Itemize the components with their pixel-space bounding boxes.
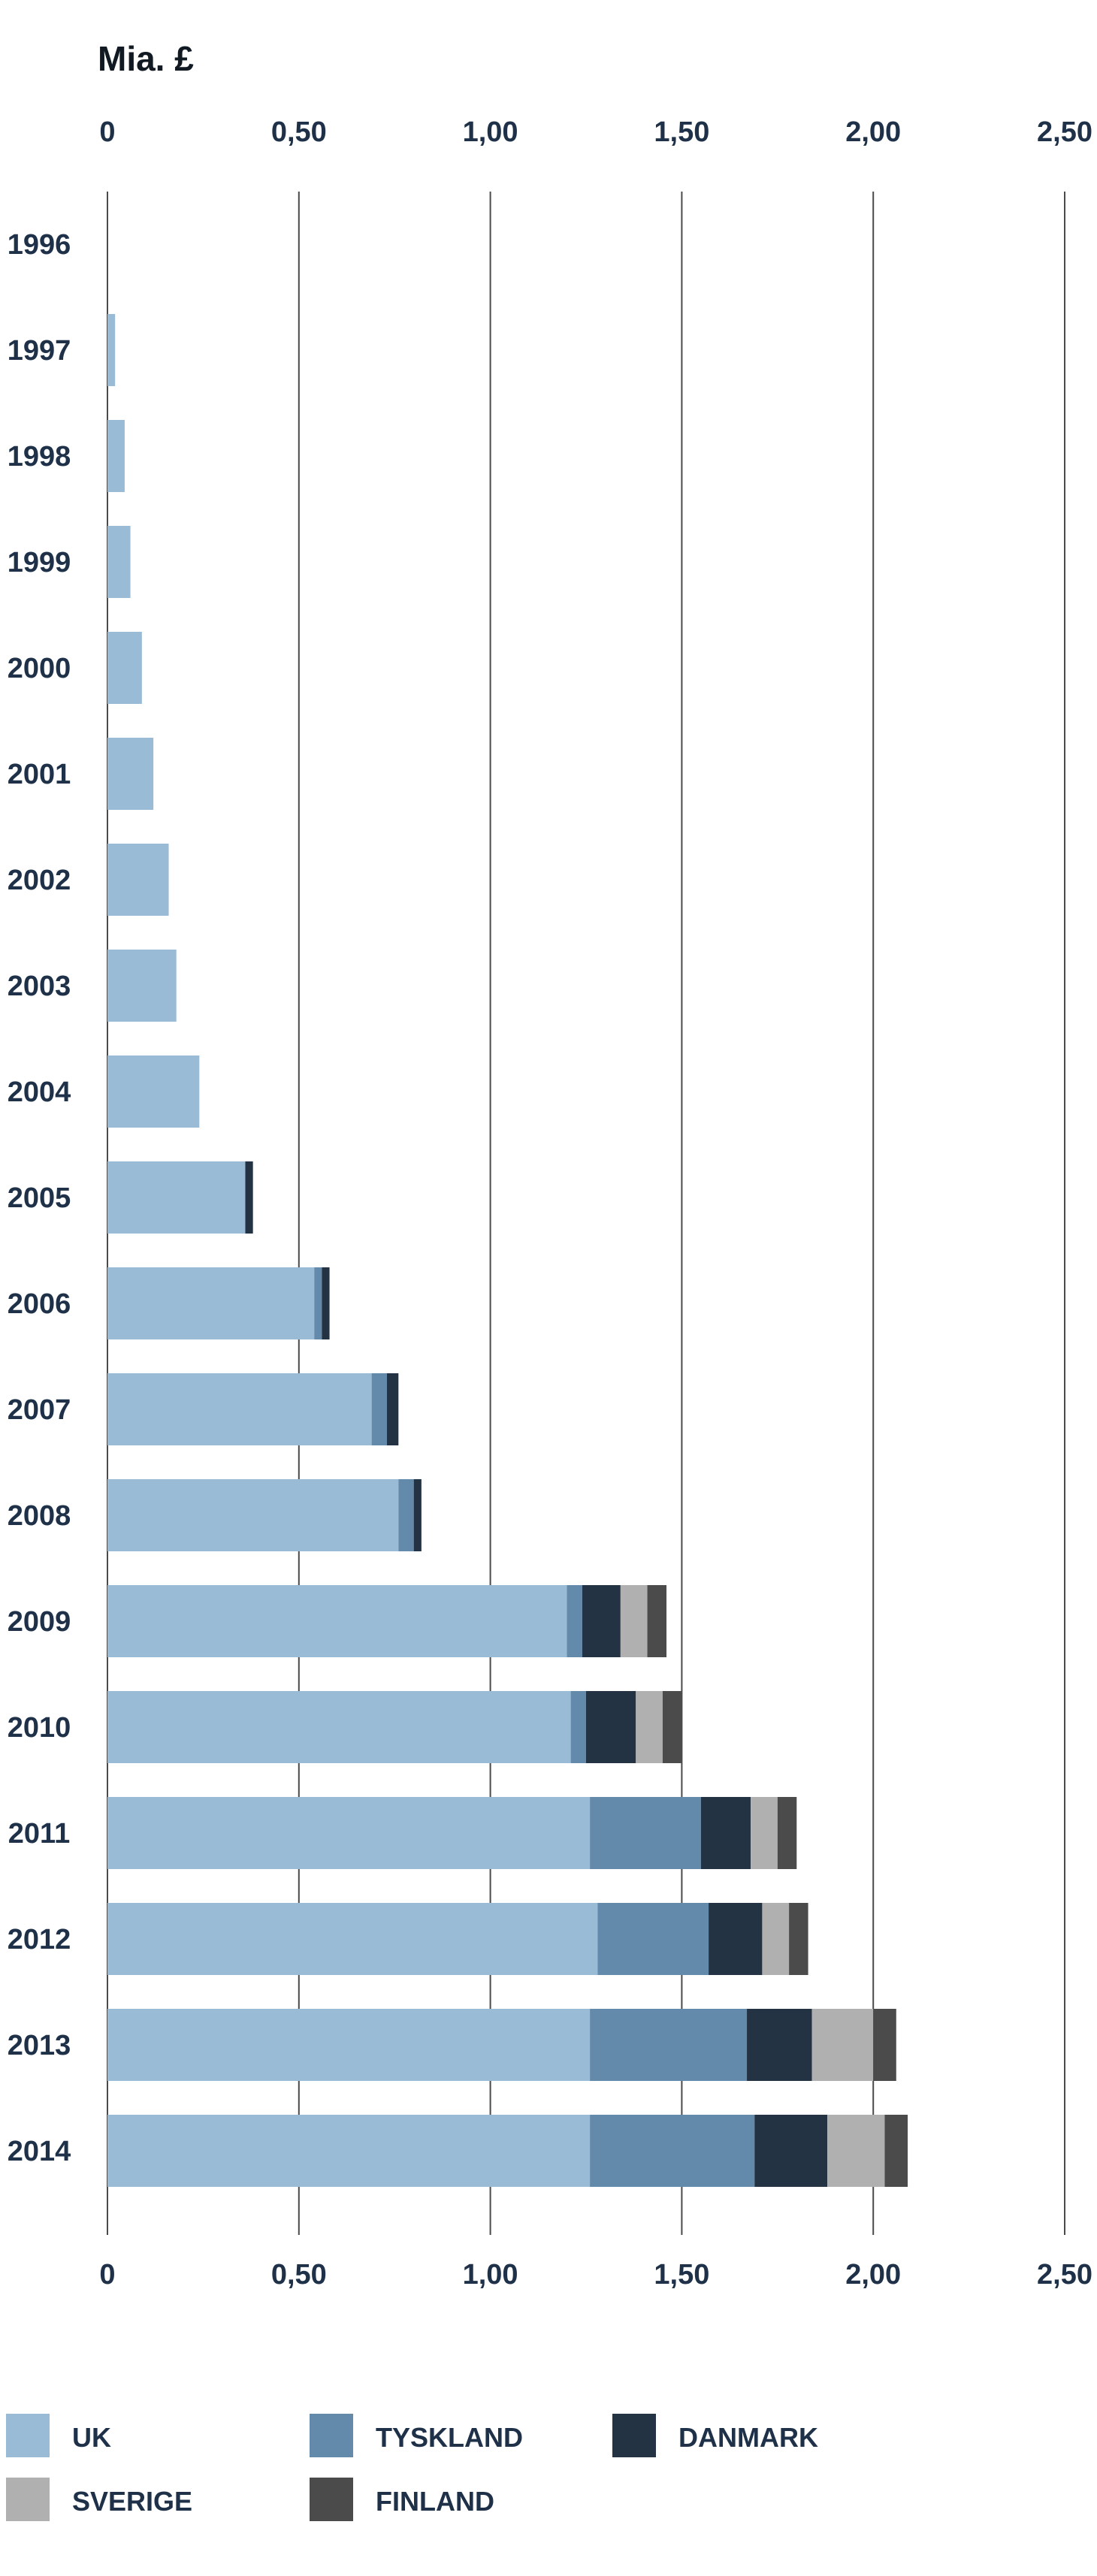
bar-finland-2009 [647,1585,667,1657]
bar-sverige-2013 [811,2009,874,2081]
bar-uk-2002 [107,844,169,916]
legend-label-tyskland: TYSKLAND [376,2422,523,2453]
bar-danmark-2013 [747,2009,812,2081]
bar-uk-2000 [107,632,142,704]
bar-uk-2005 [107,1161,246,1234]
bar-danmark-2011 [700,1797,751,1869]
x-tick-label-bottom: 0 [99,2259,115,2291]
bar-uk-2013 [107,2009,591,2081]
bar-tyskland-2007 [371,1373,388,1445]
category-label: 1997 [8,335,71,367]
category-label: 2002 [8,865,71,896]
x-axis-ticks: 0 0 0,50 0,50 1,00 1,00 1,50 1,50 2,00 2,00 2,50 2,… [99,116,1092,2291]
bar-tyskland-2010 [570,1691,586,1763]
legend-label-uk: UK [72,2422,111,2453]
x-tick-label-top: 0 [99,116,115,148]
bar-danmark-2009 [582,1585,621,1657]
category-label: 2008 [8,1500,71,1532]
bar-danmark-2006 [322,1267,330,1339]
bar-sverige-2014 [827,2115,885,2187]
bar-tyskland-2009 [567,1585,582,1657]
bar-tyskland-2014 [590,2115,755,2187]
bar-danmark-2014 [754,2115,828,2187]
bar-tyskland-2013 [590,2009,748,2081]
legend-label-finland: FINLAND [376,2486,494,2517]
bar-finland-2010 [662,1691,682,1763]
x-tick-label-bottom: 1,00 [463,2259,518,2291]
unit-label: Mia. £ [98,39,194,78]
bar-uk-2010 [107,1691,571,1763]
bar-finland-2011 [777,1797,797,1869]
x-tick-label-top: 1,00 [463,116,518,148]
legend-swatch-tyskland [310,2414,353,2457]
category-label: 1998 [8,441,71,473]
category-label: 2013 [8,2030,71,2061]
bar-tyskland-2012 [597,1903,709,1975]
bar-uk-1999 [107,526,131,598]
legend-swatch-uk [6,2414,50,2457]
bar-uk-1997 [107,314,116,386]
legend-swatch-danmark [612,2414,656,2457]
bar-uk-2006 [107,1267,315,1339]
bar-uk-2007 [107,1373,372,1445]
x-tick-label-bottom: 0,50 [271,2259,327,2291]
bar-finland-2013 [873,2009,896,2081]
bar-sverige-2009 [620,1585,648,1657]
category-label: 2005 [8,1182,71,1214]
bar-tyskland-2011 [590,1797,701,1869]
x-tick-label-top: 2,00 [845,116,901,148]
bar-uk-2008 [107,1479,399,1551]
bar-uk-1998 [107,420,125,492]
category-label: 2007 [8,1394,71,1426]
legend-label-danmark: DANMARK [678,2422,818,2453]
category-label: 2011 [8,1818,70,1850]
bar-danmark-2007 [387,1373,399,1445]
category-label: 2001 [8,759,71,790]
x-tick-label-top: 2,50 [1037,116,1092,148]
bar-uk-2001 [107,738,154,810]
bar-sverige-2010 [636,1691,663,1763]
x-tick-label-top: 1,50 [654,116,709,148]
bar-danmark-2008 [413,1479,422,1551]
bar-uk-2011 [107,1797,591,1869]
legend-label-sverige: SVERIGE [72,2486,192,2517]
bar-uk-2012 [107,1903,598,1975]
bar-danmark-2012 [709,1903,763,1975]
category-label: 1999 [8,547,71,578]
bar-sverige-2012 [762,1903,790,1975]
bar-finland-2014 [884,2115,908,2187]
bar-uk-2014 [107,2115,591,2187]
x-tick-label-bottom: 1,50 [654,2259,709,2291]
category-label: 2014 [8,2136,71,2167]
category-label: 2010 [8,1712,71,1744]
bar-uk-2004 [107,1055,200,1128]
bars [107,314,908,2187]
category-label: 2012 [8,1924,71,1955]
bar-uk-2009 [107,1585,567,1657]
category-label: 1996 [8,229,71,261]
bar-sverige-2011 [751,1797,778,1869]
bar-danmark-2010 [586,1691,636,1763]
x-tick-label-bottom: 2,50 [1037,2259,1092,2291]
bar-uk-2003 [107,950,177,1022]
bar-tyskland-2006 [314,1267,322,1339]
legend-swatch-sverige [6,2478,50,2521]
bar-danmark-2005 [245,1161,253,1234]
category-label: 2004 [8,1077,71,1108]
x-tick-label-bottom: 2,00 [845,2259,901,2291]
category-label: 2000 [8,653,71,684]
bar-finland-2012 [789,1903,808,1975]
bar-tyskland-2008 [398,1479,414,1551]
category-label: 2006 [8,1288,71,1320]
gridlines [107,192,1065,2235]
category-label: 2003 [8,971,71,1002]
y-axis-categories: 1996 1997 1998 1999 2000 2001 2002 2003 2004 2005… [8,229,71,2167]
category-label: 2009 [8,1606,71,1638]
legend-swatch-finland [310,2478,353,2521]
legend: UK TYSKLAND DANMARK SVERIGE FINLAND [6,2414,818,2521]
x-tick-label-top: 0,50 [271,116,327,148]
